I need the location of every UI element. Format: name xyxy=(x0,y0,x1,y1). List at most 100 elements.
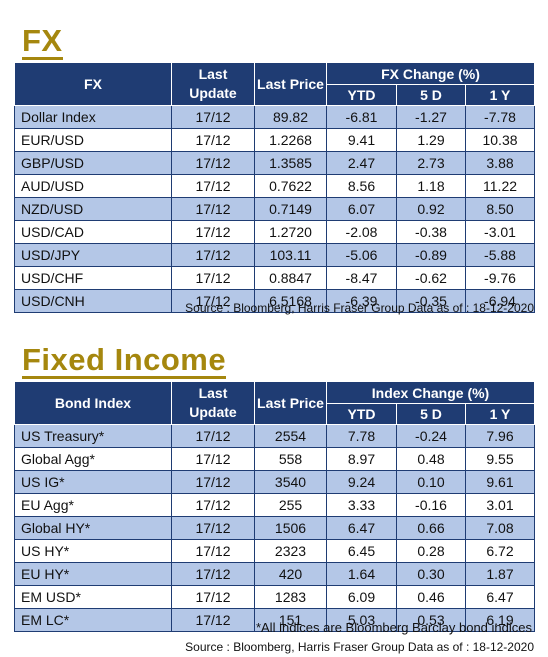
fx-table-cell-name: EUR/USD xyxy=(14,128,172,152)
fixed-income-table-cell-last-update: 17/12 xyxy=(171,424,255,448)
fx-table-row: EUR/USD 17/12 1.2268 9.41 1.29 10.38 xyxy=(14,128,536,152)
fixed-income-table-cell-last-update: 17/12 xyxy=(171,585,255,609)
fx-table-cell-last-price: 0.7622 xyxy=(254,174,327,198)
fixed-income-table-cell-name: EU HY* xyxy=(14,562,172,586)
fixed-income-table-row: US HY* 17/12 2323 6.45 0.28 6.72 xyxy=(14,539,536,563)
fx-table-cell-ytd: 6.07 xyxy=(326,197,397,221)
fx-table-cell-last-update: 17/12 xyxy=(171,266,255,290)
fixed-income-table-cell-last-update: 17/12 xyxy=(171,608,255,632)
fixed-income-table-cell-5d: 0.30 xyxy=(396,562,466,586)
fixed-income-table-cell-ytd: 6.47 xyxy=(326,516,397,540)
fixed-income-table-cell-1y: 6.19 xyxy=(464,608,536,632)
fx-table-row: USD/JPY 17/12 103.11 -5.06 -0.89 -5.88 xyxy=(14,243,536,267)
fixed-income-table-cell-name: US Treasury* xyxy=(14,424,172,448)
fixed-income-title-underline xyxy=(22,376,227,379)
fx-table-cell-last-update: 17/12 xyxy=(171,105,255,129)
fixed-income-table-cell-name: EM LC* xyxy=(14,608,172,632)
fixed-income-table-row: Global HY* 17/12 1506 6.47 0.66 7.08 xyxy=(14,516,536,540)
fx-table-cell-last-update: 17/12 xyxy=(171,220,255,244)
fixed-income-table-body: US Treasury* 17/12 2554 7.78 -0.24 7.96 Global… xyxy=(14,424,536,632)
fx-header-1y: 1 Y xyxy=(464,84,536,106)
fixed-income-table-cell-1y: 7.96 xyxy=(464,424,536,448)
fx-table-cell-1y: -3.01 xyxy=(464,220,536,244)
fx-table-cell-last-update: 17/12 xyxy=(171,289,255,313)
fixed-income-table-cell-last-update: 17/12 xyxy=(171,516,255,540)
fx-table-cell-ytd: 9.41 xyxy=(326,128,397,152)
fixed-income-table-cell-5d: 0.48 xyxy=(396,447,466,471)
fx-table-cell-ytd: 2.47 xyxy=(326,151,397,175)
fx-title-underline xyxy=(22,57,63,60)
fixed-income-table-cell-last-price: 420 xyxy=(254,562,327,586)
fixed-income-table-cell-last-update: 17/12 xyxy=(171,562,255,586)
fx-table-cell-1y: -6.94 xyxy=(464,289,536,313)
fx-table-cell-5d: -0.35 xyxy=(396,289,466,313)
fixed-income-table-cell-5d: 0.46 xyxy=(396,585,466,609)
fx-table-cell-1y: 3.88 xyxy=(464,151,536,175)
fx-table-cell-5d: 1.18 xyxy=(396,174,466,198)
fx-header-5d: 5 D xyxy=(396,84,466,106)
fi-header-last-price: Last Price xyxy=(254,381,327,425)
fx-table-cell-last-price: 1.2720 xyxy=(254,220,327,244)
fx-table-cell-last-update: 17/12 xyxy=(171,174,255,198)
fixed-income-table-row: EU HY* 17/12 420 1.64 0.30 1.87 xyxy=(14,562,536,586)
fixed-income-table-row: EM USD* 17/12 1283 6.09 0.46 6.47 xyxy=(14,585,536,609)
fixed-income-footnote: *All indices are Bloomberg Barclay bond … xyxy=(255,620,532,635)
fx-header-change-group: FX Change (%) xyxy=(325,62,536,85)
fi-header-last-update: Last Update xyxy=(171,381,255,425)
fixed-income-table-cell-name: Global Agg* xyxy=(14,447,172,471)
fi-header-1y: 1 Y xyxy=(464,403,536,425)
fixed-income-table-cell-last-update: 17/12 xyxy=(171,539,255,563)
fx-table-cell-last-price: 0.8847 xyxy=(254,266,327,290)
fx-table-cell-1y: 10.38 xyxy=(464,128,536,152)
fx-header-last-update: Last Update xyxy=(171,62,255,106)
fi-header-5d: 5 D xyxy=(396,403,466,425)
fixed-income-table-cell-ytd: 9.24 xyxy=(326,470,397,494)
fixed-income-table-cell-ytd: 6.09 xyxy=(326,585,397,609)
fx-section-title: FX xyxy=(22,23,63,60)
fixed-income-table-cell-name: Global HY* xyxy=(14,516,172,540)
fx-table-cell-name: USD/JPY xyxy=(14,243,172,267)
fixed-income-table-row: US Treasury* 17/12 2554 7.78 -0.24 7.96 xyxy=(14,424,536,448)
fx-table-cell-name: AUD/USD xyxy=(14,174,172,198)
fx-table-row: GBP/USD 17/12 1.3585 2.47 2.73 3.88 xyxy=(14,151,536,175)
fixed-income-table-cell-last-price: 558 xyxy=(254,447,327,471)
fx-table-cell-ytd: 8.56 xyxy=(326,174,397,198)
fixed-income-section-title: Fixed Income xyxy=(22,344,227,379)
fixed-income-table-cell-1y: 9.61 xyxy=(464,470,536,494)
fx-table-cell-ytd: -6.39 xyxy=(326,289,397,313)
fx-header-last-price: Last Price xyxy=(254,62,327,106)
fx-table-cell-name: Dollar Index xyxy=(14,105,172,129)
fixed-income-table-cell-1y: 1.87 xyxy=(464,562,536,586)
fx-table-cell-1y: 8.50 xyxy=(464,197,536,221)
fixed-income-table-cell-1y: 6.72 xyxy=(464,539,536,563)
fixed-income-table-cell-1y: 9.55 xyxy=(464,447,536,471)
fixed-income-table-row: US IG* 17/12 3540 9.24 0.10 9.61 xyxy=(14,470,536,494)
fi-header-change-group: Index Change (%) xyxy=(325,381,536,404)
fi-header-name: Bond Index xyxy=(14,381,172,425)
fx-table-cell-name: USD/CHF xyxy=(14,266,172,290)
fx-table-cell-last-update: 17/12 xyxy=(171,243,255,267)
fixed-income-table-cell-ytd: 5.03 xyxy=(326,608,397,632)
fx-table-cell-ytd: -8.47 xyxy=(326,266,397,290)
fx-table-cell-5d: -0.62 xyxy=(396,266,466,290)
fixed-income-table-cell-5d: -0.24 xyxy=(396,424,466,448)
fx-table-row: USD/CAD 17/12 1.2720 -2.08 -0.38 -3.01 xyxy=(14,220,536,244)
fx-table-cell-5d: 0.92 xyxy=(396,197,466,221)
fixed-income-table-cell-name: EM USD* xyxy=(14,585,172,609)
fixed-income-table-cell-last-update: 17/12 xyxy=(171,447,255,471)
fx-table-cell-last-update: 17/12 xyxy=(171,151,255,175)
fixed-income-table-cell-5d: -0.16 xyxy=(396,493,466,517)
fixed-income-table-cell-ytd: 7.78 xyxy=(326,424,397,448)
fixed-income-table-cell-name: US HY* xyxy=(14,539,172,563)
fixed-income-table-cell-last-price: 3540 xyxy=(254,470,327,494)
fx-title-text: FX xyxy=(22,23,63,58)
fixed-income-table: Bond Index Last Update Last Price Index C… xyxy=(14,381,536,632)
fx-table-cell-1y: 11.22 xyxy=(464,174,536,198)
fixed-income-table-row: EU Agg* 17/12 255 3.33 -0.16 3.01 xyxy=(14,493,536,517)
fx-header-name: FX xyxy=(14,62,172,106)
fx-table-cell-ytd: -2.08 xyxy=(326,220,397,244)
fx-table-cell-last-price: 103.11 xyxy=(254,243,327,267)
fixed-income-table-cell-ytd: 3.33 xyxy=(326,493,397,517)
fixed-income-table-cell-5d: 0.10 xyxy=(396,470,466,494)
fx-table-row: NZD/USD 17/12 0.7149 6.07 0.92 8.50 xyxy=(14,197,536,221)
